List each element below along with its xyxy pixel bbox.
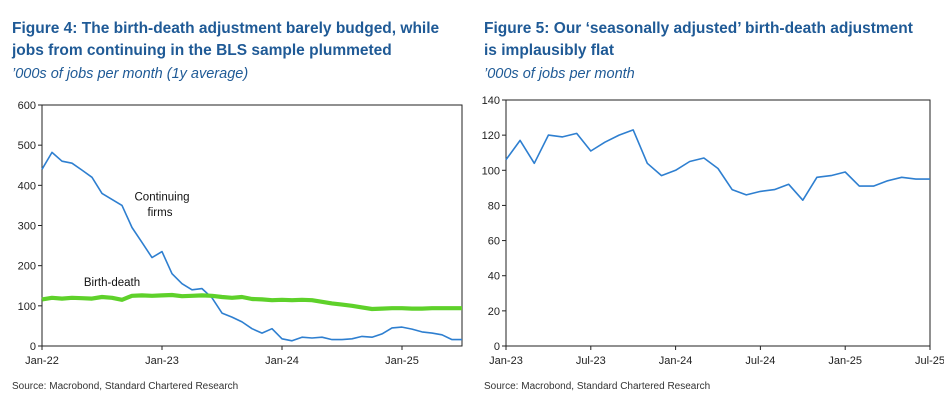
y-tick-label: 100 [18,301,36,313]
y-tick-label: 140 [482,95,500,107]
figure-5-subtitle: ’000s of jobs per month [484,66,635,82]
plot-frame [505,99,931,347]
y-tick-label: 500 [18,140,36,152]
x-tick-label: Jan-22 [25,355,59,367]
y-tick-label: 400 [18,180,36,192]
annotation-continuing: Continuing [135,192,190,204]
annotation-birth-death: Birth-death [84,277,140,289]
x-tick-label: Jul-23 [576,355,606,367]
figure-5-title: Figure 5: Our ‘seasonally adjusted’ birt… [484,20,913,59]
y-tick-label: 100 [482,165,500,177]
figure-4-title: Figure 4: The birth-death adjustment bar… [12,20,440,59]
y-tick-label: 80 [488,200,500,212]
x-tick-label: Jul-24 [745,355,775,367]
y-tick-label: 0 [30,341,36,353]
series-line-1 [505,129,930,201]
x-tick-label: Jan-24 [265,355,299,367]
annotation-firms: firms [148,207,173,219]
y-tick-label: 0 [494,341,500,353]
y-tick-label: 40 [488,271,500,283]
x-tick-label: Jan-23 [145,355,179,367]
x-tick-label: Jan-25 [828,355,862,367]
figure-5-panel: Figure 5: Our ‘seasonally adjusted’ birt… [482,0,944,405]
figure-5-source: Source: Macrobond, Standard Chartered Re… [484,381,711,392]
x-tick-label: Jan-23 [489,355,523,367]
x-tick-label: Jan-24 [659,355,693,367]
y-tick-label: 60 [488,236,500,248]
series-line-1 [41,151,462,342]
y-tick-label: 600 [18,100,36,112]
series-line-2 [41,292,462,312]
figure-5-chart: 0 20 40 60 80 100 120 140 Jan-23 Jul-23 Jan-24 Jul-… [482,95,944,367]
figure-4-chart: 0 100 200 300 400 500 600 Jan-22 Jan-23 Jan-24 Jan… [18,100,463,367]
x-tick-label: Jan-25 [385,355,419,367]
y-tick-label: 300 [18,221,36,233]
figure-4-source: Source: Macrobond, Standard Chartered Re… [12,381,239,392]
y-tick-label: 120 [482,130,500,142]
figure-4-subtitle: ’000s of jobs per month (1y average) [12,66,249,82]
x-tick-label: Jul-25 [915,355,944,367]
y-tick-label: 200 [18,261,36,273]
figure-4-panel: Figure 4: The birth-death adjustment bar… [0,0,470,405]
y-tick-label: 20 [488,306,500,318]
